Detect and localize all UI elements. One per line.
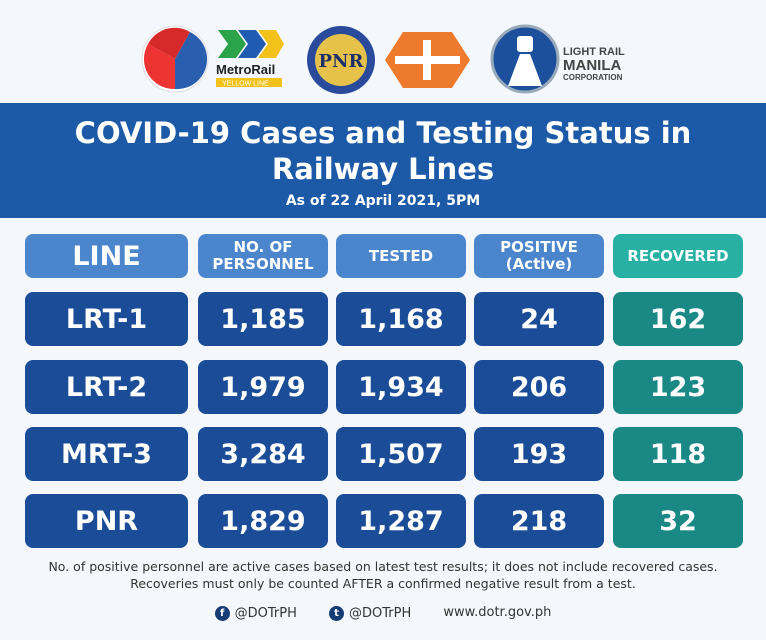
row-line-name: PNR (25, 494, 188, 548)
table-cell: 1,185 (198, 292, 328, 346)
row-line-name: LRT-1 (25, 292, 188, 346)
table-cell: 1,829 (198, 494, 328, 548)
lrt2-logo (385, 32, 470, 88)
title-line2: Railway Lines (271, 152, 495, 186)
table-cell: 162 (613, 292, 743, 346)
website-link[interactable]: www.dotr.gov.ph (443, 605, 552, 620)
lrmc-logo (490, 24, 560, 94)
logo-bar: MetroRail YELLOW LINE PNR LIGHT RAIL MANI… (0, 18, 766, 98)
table-cell: 1,507 (336, 427, 466, 481)
table-cell: 32 (613, 494, 743, 548)
table-cell: 206 (474, 360, 604, 414)
table-cell: 218 (474, 494, 604, 548)
column-header: POSITIVE (Active) (474, 234, 604, 278)
dotr-logo (141, 25, 209, 93)
facebook-handle: @DOTrPH (234, 606, 297, 621)
footnote-line2: Recoveries must only be counted AFTER a … (130, 576, 636, 591)
metrorail-logo: MetroRail YELLOW LINE (216, 30, 284, 88)
table-cell: 193 (474, 427, 604, 481)
column-header: LINE (25, 234, 188, 278)
twitter-icon: t (329, 606, 345, 621)
twitter-link[interactable]: t @DOTrPH (329, 606, 411, 621)
title-line1: COVID-19 Cases and Testing Status in (74, 116, 692, 150)
table-cell: 123 (613, 360, 743, 414)
table-cell: 1,287 (336, 494, 466, 548)
footer: f @DOTrPH t @DOTrPH www.dotr.gov.ph (0, 605, 766, 621)
column-header: NO. OF PERSONNEL (198, 234, 328, 278)
subtitle: As of 22 April 2021, 5PM (285, 193, 481, 209)
row-line-name: MRT-3 (25, 427, 188, 481)
row-line-name: LRT-2 (25, 360, 188, 414)
facebook-icon: f (214, 606, 230, 621)
column-header: TESTED (336, 234, 466, 278)
facebook-link[interactable]: f @DOTrPH (214, 606, 297, 621)
footnote: No. of positive personnel are active cas… (0, 558, 766, 592)
lrmc-line1: LIGHT RAIL (563, 46, 625, 58)
lrmc-name: LIGHT RAIL MANILA CORPORATION (563, 46, 625, 82)
table-cell: 1,979 (198, 360, 328, 414)
lrmc-line3: CORPORATION (563, 73, 623, 82)
svg-text:MetroRail: MetroRail (216, 62, 275, 77)
lrmc-line2: MANILA (563, 57, 622, 74)
column-header: RECOVERED (613, 234, 743, 278)
svg-text:YELLOW LINE: YELLOW LINE (222, 81, 269, 88)
pnr-logo: PNR (307, 26, 375, 94)
table-cell: 1,934 (336, 360, 466, 414)
title-banner: COVID-19 Cases and Testing Status in Rai… (0, 103, 766, 218)
footnote-line1: No. of positive personnel are active cas… (48, 559, 718, 574)
twitter-handle: @DOTrPH (349, 606, 412, 621)
svg-text:PNR: PNR (319, 51, 365, 72)
table-cell: 24 (474, 292, 604, 346)
table-cell: 1,168 (336, 292, 466, 346)
table-cell: 118 (613, 427, 743, 481)
table-cell: 3,284 (198, 427, 328, 481)
